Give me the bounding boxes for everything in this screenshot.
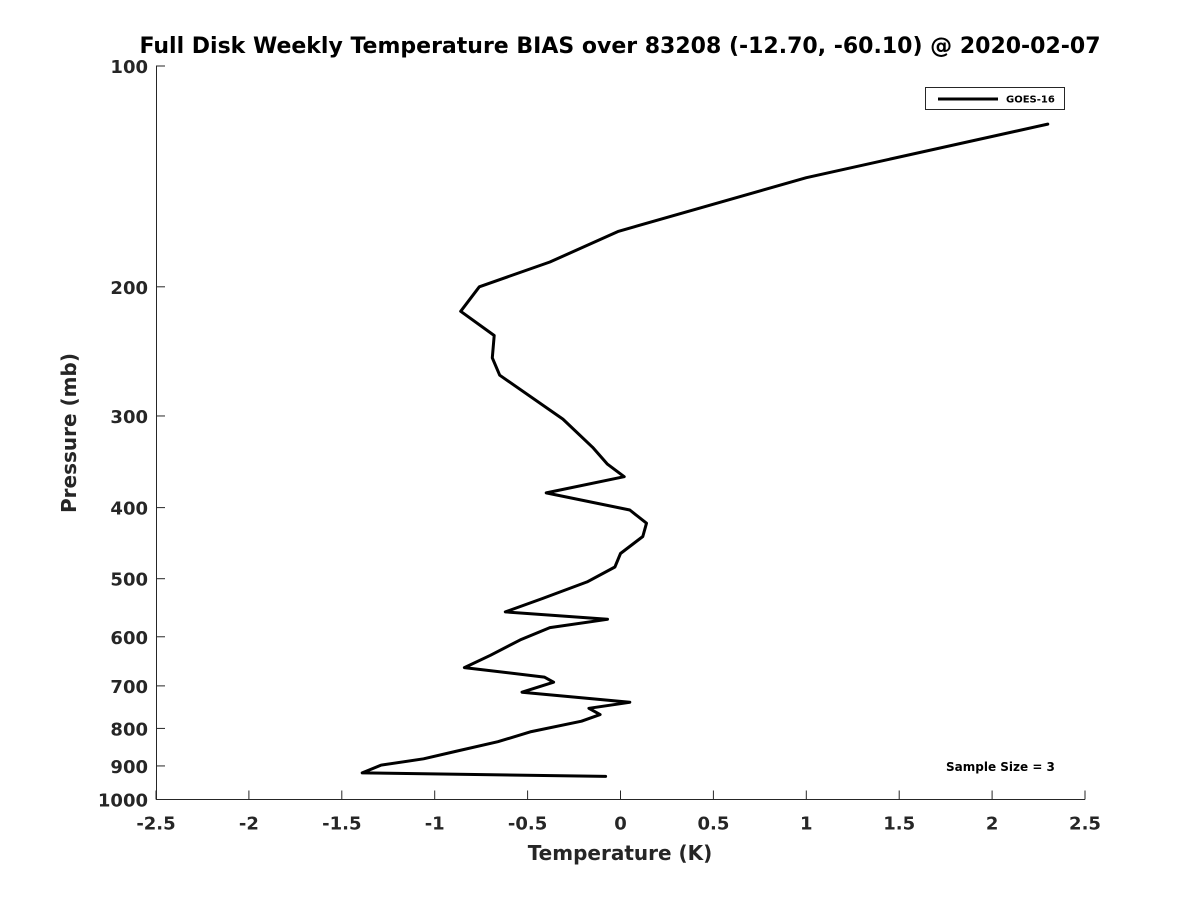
- y-tick-label: 1000: [98, 791, 148, 812]
- x-tick-label: 1: [800, 814, 813, 835]
- x-tick-label: -0.5: [508, 814, 547, 835]
- chart-title: Full Disk Weekly Temperature BIAS over 8…: [139, 34, 1100, 59]
- series-line-goes-16: [360, 122, 1050, 778]
- sample-size-annotation: Sample Size = 3: [946, 760, 1055, 774]
- y-tick-label: 100: [110, 57, 148, 78]
- x-tick-label: -1.5: [322, 814, 361, 835]
- x-tick-label: -1: [425, 814, 445, 835]
- y-tick-label: 700: [110, 677, 148, 698]
- plot-area: -2.5 -2 -1.5 -1 -0.5 0 0.5 1 1.5 2 2.5 100 200 300 40…: [98, 57, 1101, 835]
- x-tick-label: -2.5: [136, 814, 175, 835]
- y-tick-label: 600: [110, 628, 148, 649]
- x-tick-label: -2: [239, 814, 259, 835]
- x-tick-label: 0: [614, 814, 627, 835]
- legend: GOES-16: [925, 87, 1065, 110]
- series-layer: [360, 122, 1050, 778]
- x-tick-label: 2.5: [1069, 814, 1101, 835]
- y-tick-label: 400: [110, 499, 148, 520]
- y-ticks: 100 200 300 400 500 600 700 800 900 1000: [98, 57, 165, 812]
- y-tick-label: 900: [110, 757, 148, 778]
- y-tick-label: 800: [110, 719, 148, 740]
- y-tick-label: 300: [110, 407, 148, 428]
- y-tick-label: 200: [110, 278, 148, 299]
- x-tick-label: 2: [986, 814, 999, 835]
- y-tick-label: 500: [110, 570, 148, 591]
- y-axis-label: Pressure (mb): [57, 353, 81, 513]
- legend-label-goes-16: GOES-16: [1006, 95, 1055, 106]
- x-tick-label: 0.5: [697, 814, 729, 835]
- x-axis-label: Temperature (K): [528, 841, 713, 865]
- x-tick-label: 1.5: [883, 814, 915, 835]
- x-ticks: -2.5 -2 -1.5 -1 -0.5 0 0.5 1 1.5 2 2.5: [136, 790, 1101, 835]
